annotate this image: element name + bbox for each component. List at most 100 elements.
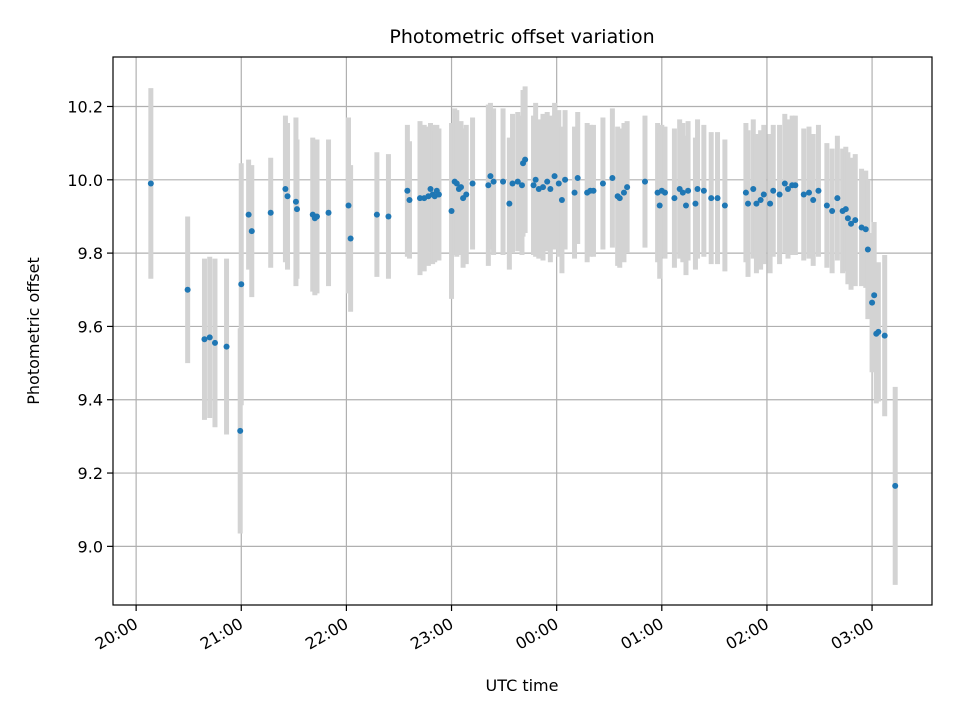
data-point	[590, 187, 597, 194]
plot-frame	[112, 56, 933, 606]
data-point	[852, 217, 859, 224]
data-point	[551, 173, 558, 180]
data-point	[522, 156, 529, 163]
data-point	[767, 200, 774, 207]
data-point	[237, 427, 244, 434]
data-point	[757, 196, 764, 203]
data-point	[844, 215, 851, 222]
data-point	[547, 185, 554, 192]
data-point	[881, 332, 888, 339]
data-point	[700, 187, 707, 194]
data-point	[201, 336, 208, 343]
data-point	[810, 196, 817, 203]
data-point	[745, 200, 752, 207]
data-point	[555, 180, 562, 187]
data-point	[532, 176, 539, 183]
data-point	[267, 209, 274, 216]
data-point	[770, 187, 777, 194]
data-point	[815, 187, 822, 194]
data-point	[184, 286, 191, 293]
data-point	[848, 220, 855, 227]
data-point	[490, 178, 497, 185]
data-point	[514, 178, 521, 185]
data-point	[293, 206, 300, 213]
data-point	[562, 176, 569, 183]
data-point	[292, 198, 299, 205]
data-point	[487, 173, 494, 180]
y-tick-label: 9.8	[78, 244, 103, 263]
data-point	[530, 182, 537, 189]
data-point	[616, 195, 623, 202]
data-point	[694, 185, 701, 192]
data-point	[248, 228, 255, 235]
data-point	[750, 185, 757, 192]
data-point	[685, 187, 692, 194]
data-point	[760, 191, 767, 198]
data-point	[206, 334, 213, 341]
data-point	[345, 202, 352, 209]
data-point	[485, 182, 492, 189]
data-point	[620, 189, 627, 196]
data-point	[416, 195, 423, 202]
data-point	[641, 178, 648, 185]
data-point	[842, 206, 849, 213]
data-point	[500, 178, 507, 185]
data-point	[753, 200, 760, 207]
data-point	[325, 209, 332, 216]
data-point	[692, 200, 699, 207]
data-point	[453, 180, 460, 187]
data-point	[282, 185, 289, 192]
data-point	[457, 184, 464, 191]
data-point	[506, 200, 513, 207]
data-points	[147, 156, 899, 489]
data-point	[574, 174, 581, 181]
data-point	[544, 178, 551, 185]
y-tick-label: 10.2	[67, 97, 103, 116]
data-point	[864, 246, 871, 253]
data-point	[448, 207, 455, 214]
y-tick-label: 9.2	[78, 464, 103, 483]
data-point	[211, 339, 218, 346]
data-point	[792, 182, 799, 189]
y-tick-label: 9.0	[78, 537, 103, 556]
data-point	[869, 299, 876, 306]
data-point	[313, 213, 320, 220]
data-point	[682, 202, 689, 209]
data-point	[571, 189, 578, 196]
data-point	[624, 184, 631, 191]
data-point	[784, 185, 791, 192]
data-point	[800, 191, 807, 198]
data-point	[223, 343, 230, 350]
data-point	[892, 482, 899, 489]
data-point	[540, 184, 547, 191]
data-point	[829, 207, 836, 214]
data-point	[238, 281, 245, 288]
data-point	[284, 193, 291, 200]
data-point	[463, 191, 470, 198]
data-point	[805, 189, 812, 196]
data-point	[708, 195, 715, 202]
data-point	[558, 196, 565, 203]
chart-title: Photometric offset variation	[389, 26, 654, 48]
y-tick-label: 10.0	[67, 171, 103, 190]
data-point	[435, 191, 442, 198]
data-point	[518, 182, 525, 189]
data-point	[599, 180, 606, 187]
data-point	[721, 202, 728, 209]
data-point	[373, 211, 380, 218]
y-tick-label: 9.4	[78, 391, 103, 410]
y-axis-ticks: 9.0 9.2 9.4 9.6 9.8 10.0 10.2	[67, 97, 113, 556]
data-point	[834, 195, 841, 202]
data-point	[776, 191, 783, 198]
x-axis-label: UTC time	[486, 676, 559, 695]
data-point	[404, 187, 411, 194]
data-point	[509, 180, 516, 187]
data-point	[742, 189, 749, 196]
data-point	[714, 195, 721, 202]
data-point	[609, 174, 616, 181]
data-point	[656, 202, 663, 209]
data-point	[781, 180, 788, 187]
data-point	[427, 185, 434, 192]
